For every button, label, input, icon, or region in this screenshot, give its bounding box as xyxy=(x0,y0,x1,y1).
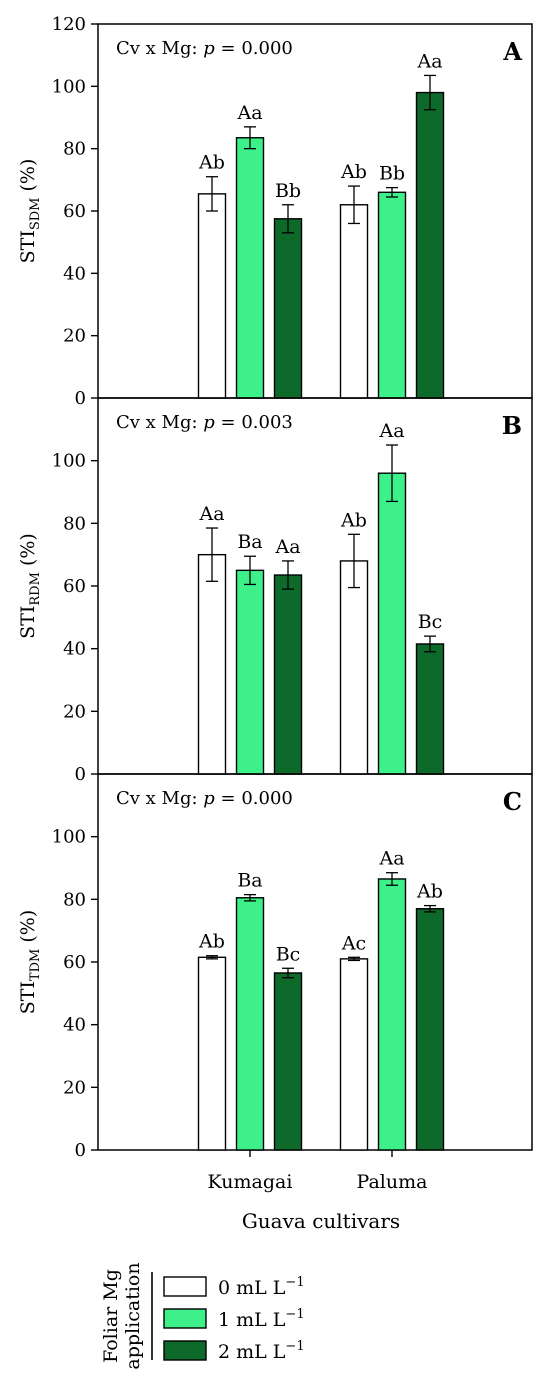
bar xyxy=(339,204,369,399)
bar xyxy=(197,956,227,1151)
interaction-annotation: Cv x Mg: p = 0.003 xyxy=(116,412,293,433)
y-tick-label: 0 xyxy=(75,1140,86,1161)
chart-panel-B: 0 20 40 60 80 100 STIRDM (%) Cv x Mg: p = 0.003… xyxy=(17,397,533,785)
x-axis-title: Guava cultivars xyxy=(242,1209,400,1233)
y-tick-label: 80 xyxy=(63,513,86,534)
y-axis-title: STIRDM (%) xyxy=(17,533,43,639)
y-tick-label: 0 xyxy=(75,388,86,409)
plot-frame xyxy=(97,23,533,399)
significance-letter: Aa xyxy=(378,848,404,870)
bar xyxy=(273,972,303,1151)
bar xyxy=(235,897,265,1151)
legend: Foliar Mg application 0 mL L−1 1 mL L−1 2 … xyxy=(100,1262,305,1369)
legend-item-label: 1 mL L−1 xyxy=(218,1307,305,1331)
y-tick-label: 40 xyxy=(63,263,86,284)
significance-letter: Aa xyxy=(274,536,300,558)
plot-frame xyxy=(97,773,533,1151)
y-tick-label: 60 xyxy=(63,576,86,597)
y-axis-title: STISDM (%) xyxy=(17,159,43,264)
significance-letter: Ac xyxy=(341,932,366,954)
y-tick-label: 120 xyxy=(52,14,86,35)
significance-letter: Bc xyxy=(418,611,443,633)
panel-label: C xyxy=(503,787,522,816)
legend-swatch xyxy=(163,1276,207,1297)
bar xyxy=(377,472,407,775)
plots-group: 0 20 40 60 80 100 120 STISDM (%) Cv x Mg: p = 0.… xyxy=(17,14,533,1161)
bar xyxy=(235,569,265,775)
significance-letter: Ab xyxy=(340,509,367,531)
y-tick-label: 80 xyxy=(63,889,86,910)
bar xyxy=(197,553,227,775)
bar xyxy=(415,91,445,399)
significance-letter: Ab xyxy=(416,881,443,903)
significance-letter: Bc xyxy=(276,943,301,965)
x-category-label: Paluma xyxy=(357,1171,428,1193)
significance-letter: Ab xyxy=(198,931,225,953)
bar xyxy=(339,958,369,1151)
y-tick-label: 40 xyxy=(63,1015,86,1036)
chart-panel-A: 0 20 40 60 80 100 120 STISDM (%) Cv x Mg: p = 0.… xyxy=(17,14,533,409)
legend-item-label: 0 mL L−1 xyxy=(218,1275,305,1299)
interaction-annotation: Cv x Mg: p = 0.000 xyxy=(116,788,293,809)
significance-letter: Aa xyxy=(378,420,404,442)
y-tick-label: 20 xyxy=(63,701,86,722)
significance-letter: Aa xyxy=(198,503,224,525)
bar xyxy=(377,878,407,1151)
y-tick-label: 60 xyxy=(63,201,86,222)
bar xyxy=(197,193,227,399)
interaction-annotation: Cv x Mg: p = 0.000 xyxy=(116,38,293,59)
y-tick-label: 80 xyxy=(63,139,86,160)
legend-items: 0 mL L−1 1 mL L−1 2 mL L−1 xyxy=(163,1275,305,1363)
significance-letter: Aa xyxy=(416,50,442,72)
y-tick-label: 20 xyxy=(63,326,86,347)
y-tick-label: 100 xyxy=(52,451,86,472)
y-tick-label: 60 xyxy=(63,952,86,973)
legend-item-label: 2 mL L−1 xyxy=(218,1339,305,1363)
legend-swatch xyxy=(163,1308,207,1329)
y-tick-label: 20 xyxy=(63,1077,86,1098)
chart-panel-C: 0 20 40 60 80 100 STITDM (%) Cv x Mg: p = 0.000… xyxy=(17,773,533,1161)
y-tick-label: 100 xyxy=(52,76,86,97)
significance-letter: Bb xyxy=(275,180,301,202)
significance-letter: Ab xyxy=(198,152,225,174)
bar xyxy=(377,191,407,399)
bar xyxy=(235,137,265,399)
bar xyxy=(339,560,369,775)
panel-label: A xyxy=(502,37,522,66)
x-axis-labels: Kumagai Paluma Guava cultivars xyxy=(208,1171,428,1233)
bar xyxy=(273,574,303,775)
bar xyxy=(415,908,445,1151)
y-tick-label: 100 xyxy=(52,827,86,848)
bar xyxy=(273,218,303,399)
legend-title-line2: application xyxy=(122,1262,144,1369)
y-axis-title: STITDM (%) xyxy=(17,910,43,1015)
significance-letter: Bb xyxy=(379,163,405,185)
legend-title-line1: Foliar Mg xyxy=(100,1269,122,1363)
significance-letter: Ab xyxy=(340,161,367,183)
significance-letter: Aa xyxy=(236,102,262,124)
significance-letter: Ba xyxy=(237,531,262,553)
panel-label: B xyxy=(502,411,522,440)
significance-letter: Ba xyxy=(237,870,262,892)
y-tick-label: 0 xyxy=(75,764,86,785)
plot-frame xyxy=(97,397,533,775)
x-category-label: Kumagai xyxy=(208,1171,293,1193)
bar xyxy=(415,643,445,775)
legend-swatch xyxy=(163,1340,207,1361)
y-tick-label: 40 xyxy=(63,639,86,660)
